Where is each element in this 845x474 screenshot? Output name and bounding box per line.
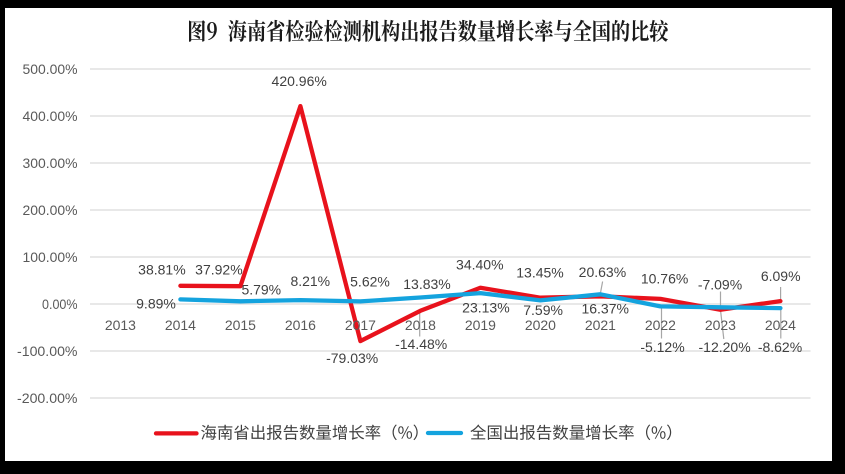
svg-text:100.00%: 100.00% — [23, 249, 78, 265]
svg-text:20.63%: 20.63% — [579, 264, 626, 280]
svg-text:2013: 2013 — [105, 317, 136, 333]
svg-text:2016: 2016 — [285, 317, 316, 333]
svg-text:2023: 2023 — [705, 317, 736, 333]
svg-text:-5.12%: -5.12% — [640, 339, 684, 355]
svg-text:2017: 2017 — [345, 317, 376, 333]
svg-text:10.76%: 10.76% — [641, 270, 688, 286]
svg-text:9.89%: 9.89% — [136, 296, 176, 312]
svg-text:8.21%: 8.21% — [290, 273, 330, 289]
svg-text:2015: 2015 — [225, 317, 256, 333]
svg-text:500.00%: 500.00% — [23, 61, 78, 77]
svg-text:-14.48%: -14.48% — [395, 336, 447, 352]
svg-text:13.83%: 13.83% — [403, 276, 450, 292]
svg-text:400.00%: 400.00% — [23, 108, 78, 124]
svg-text:-79.03%: -79.03% — [326, 350, 378, 366]
svg-text:7.59%: 7.59% — [523, 302, 563, 318]
svg-text:2022: 2022 — [645, 317, 676, 333]
svg-text:2021: 2021 — [585, 317, 616, 333]
svg-text:2020: 2020 — [525, 317, 556, 333]
svg-text:13.45%: 13.45% — [516, 264, 563, 280]
svg-text:-100.00%: -100.00% — [17, 343, 78, 359]
svg-text:6.09%: 6.09% — [761, 268, 801, 284]
svg-text:2024: 2024 — [765, 317, 796, 333]
svg-text:-200.00%: -200.00% — [17, 390, 78, 406]
svg-text:23.13%: 23.13% — [462, 300, 509, 316]
svg-text:300.00%: 300.00% — [23, 155, 78, 171]
svg-text:16.37%: 16.37% — [581, 301, 628, 317]
svg-text:420.96%: 420.96% — [272, 73, 327, 89]
svg-text:5.62%: 5.62% — [350, 273, 390, 289]
svg-text:37.92%: 37.92% — [195, 261, 242, 277]
svg-text:2018: 2018 — [405, 317, 436, 333]
svg-text:-7.09%: -7.09% — [698, 276, 742, 292]
svg-text:2014: 2014 — [165, 317, 196, 333]
svg-text:5.79%: 5.79% — [241, 282, 281, 298]
svg-text:-8.62%: -8.62% — [758, 339, 802, 355]
svg-text:2019: 2019 — [465, 317, 496, 333]
svg-text:200.00%: 200.00% — [23, 202, 78, 218]
svg-text:0.00%: 0.00% — [42, 296, 78, 312]
svg-text:38.81%: 38.81% — [138, 261, 185, 277]
svg-text:34.40%: 34.40% — [456, 257, 503, 273]
svg-text:-12.20%: -12.20% — [699, 339, 751, 355]
